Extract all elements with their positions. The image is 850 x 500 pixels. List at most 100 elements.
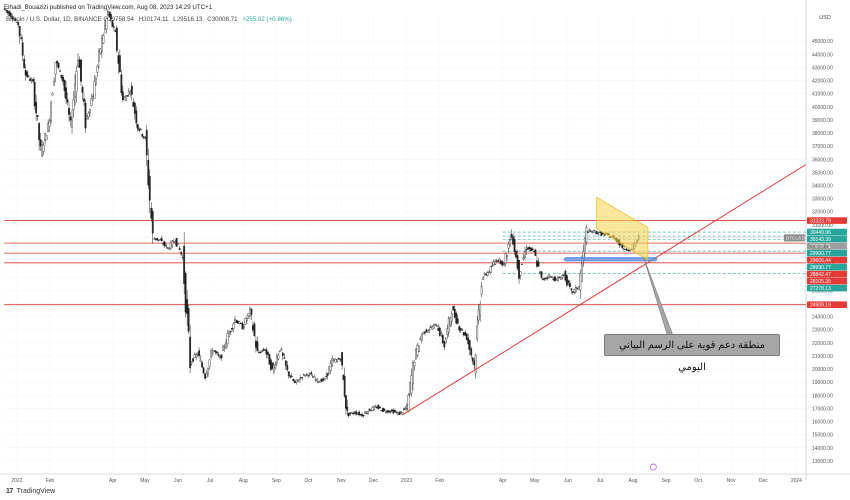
candle-body xyxy=(21,42,24,56)
candle-body xyxy=(440,333,443,336)
candle-body xyxy=(598,231,601,233)
candle-body xyxy=(8,11,11,16)
candle-body xyxy=(11,16,14,20)
candle-body xyxy=(474,355,477,374)
candle-body xyxy=(220,354,223,359)
candle-body xyxy=(512,236,514,245)
candle-body xyxy=(51,93,54,96)
candle-body xyxy=(24,70,27,76)
candle-body xyxy=(426,330,429,333)
price-level-tag xyxy=(807,277,847,285)
candle-body xyxy=(480,286,483,295)
candle-body xyxy=(352,413,354,415)
y-tick-label: 40000.00 xyxy=(812,105,833,111)
candle-body xyxy=(444,338,447,344)
support-zone xyxy=(563,256,658,262)
y-tick-label: 33000.00 xyxy=(812,197,833,203)
candle-body xyxy=(293,381,296,383)
candle-body xyxy=(519,271,522,276)
candle-body xyxy=(365,412,368,415)
event-marker-icon xyxy=(649,463,657,471)
candle-body xyxy=(376,406,378,409)
y-tick-label: 34000.00 xyxy=(812,183,833,189)
candle-body xyxy=(332,359,335,361)
candle-body xyxy=(20,37,23,39)
candle-body xyxy=(355,411,357,415)
change-value: +255.02 (+0.86%) xyxy=(242,16,292,23)
y-tick-label: 14000.00 xyxy=(812,446,833,452)
price-level-tag-label: 27278.13 xyxy=(810,286,831,292)
candle-body xyxy=(524,251,526,258)
candle-body xyxy=(223,346,226,348)
candle-body xyxy=(3,8,6,10)
candle-body xyxy=(159,239,162,241)
candle-body xyxy=(465,333,468,340)
price-level-tag xyxy=(807,217,847,224)
candle-body xyxy=(456,318,459,324)
candle-body xyxy=(211,352,214,354)
candle-body xyxy=(334,359,337,363)
candle-body xyxy=(592,229,595,233)
candle-body xyxy=(265,349,268,355)
candle-body xyxy=(105,18,108,30)
candle-body xyxy=(383,409,386,411)
candle-body xyxy=(417,345,420,353)
candle-body xyxy=(477,309,480,321)
candle-body xyxy=(410,375,413,394)
candle-body xyxy=(530,247,532,251)
candle-body xyxy=(326,373,329,376)
candle-body xyxy=(253,323,256,336)
candle-body xyxy=(438,327,441,336)
candle-body xyxy=(29,78,32,82)
candle-body xyxy=(62,76,64,82)
candle-body xyxy=(89,109,91,113)
price-level-tag xyxy=(807,256,847,264)
candle-body xyxy=(139,128,142,130)
candle-body xyxy=(42,144,45,152)
candle-body xyxy=(337,358,340,360)
candle-body xyxy=(425,329,428,333)
price-level-tag xyxy=(807,228,847,236)
candle-body xyxy=(362,414,365,417)
candle-body xyxy=(323,378,326,380)
candle-body xyxy=(370,410,372,412)
candle-body xyxy=(150,208,153,219)
candle-body xyxy=(95,77,97,85)
candle-body xyxy=(304,375,307,377)
candle-body xyxy=(184,273,187,313)
price-level-tag xyxy=(807,263,847,271)
candle-body xyxy=(350,412,353,414)
candle-body xyxy=(443,341,446,348)
candle-body xyxy=(123,97,126,100)
candle-body xyxy=(180,251,183,255)
chart-header: Elhadi_Bouazizi published on TradingView… xyxy=(4,2,824,23)
candle-body xyxy=(111,20,114,27)
candle-body xyxy=(56,61,58,64)
tradingview-logo[interactable]: 17 TradingView xyxy=(6,488,55,495)
candle-body xyxy=(516,255,519,269)
support-zone-annotation[interactable]: منطقة دعم قوية على الرسم البياني اليومي xyxy=(604,334,780,373)
y-tick-label: 18000.00 xyxy=(812,393,833,399)
countdown-label: 09:30:39 xyxy=(810,244,828,249)
candle-body xyxy=(127,90,130,95)
candle-body xyxy=(401,412,404,415)
candle-body xyxy=(204,373,206,379)
candle-body xyxy=(229,331,232,333)
candle-body xyxy=(409,382,411,395)
candle-body xyxy=(349,412,352,415)
candle-body xyxy=(345,395,347,409)
candle-body xyxy=(331,358,334,367)
candle-body xyxy=(32,79,35,82)
candle-body xyxy=(59,69,61,73)
candle-body xyxy=(169,242,172,250)
candle-body xyxy=(552,278,555,281)
candle-body xyxy=(53,80,55,86)
candle-body xyxy=(18,26,21,37)
candle-body xyxy=(268,354,271,365)
y-tick-label: 16000.00 xyxy=(812,420,833,426)
candle-body xyxy=(213,350,215,352)
candle-body xyxy=(449,317,452,325)
candle-body xyxy=(101,38,103,52)
candle-body xyxy=(190,361,193,364)
